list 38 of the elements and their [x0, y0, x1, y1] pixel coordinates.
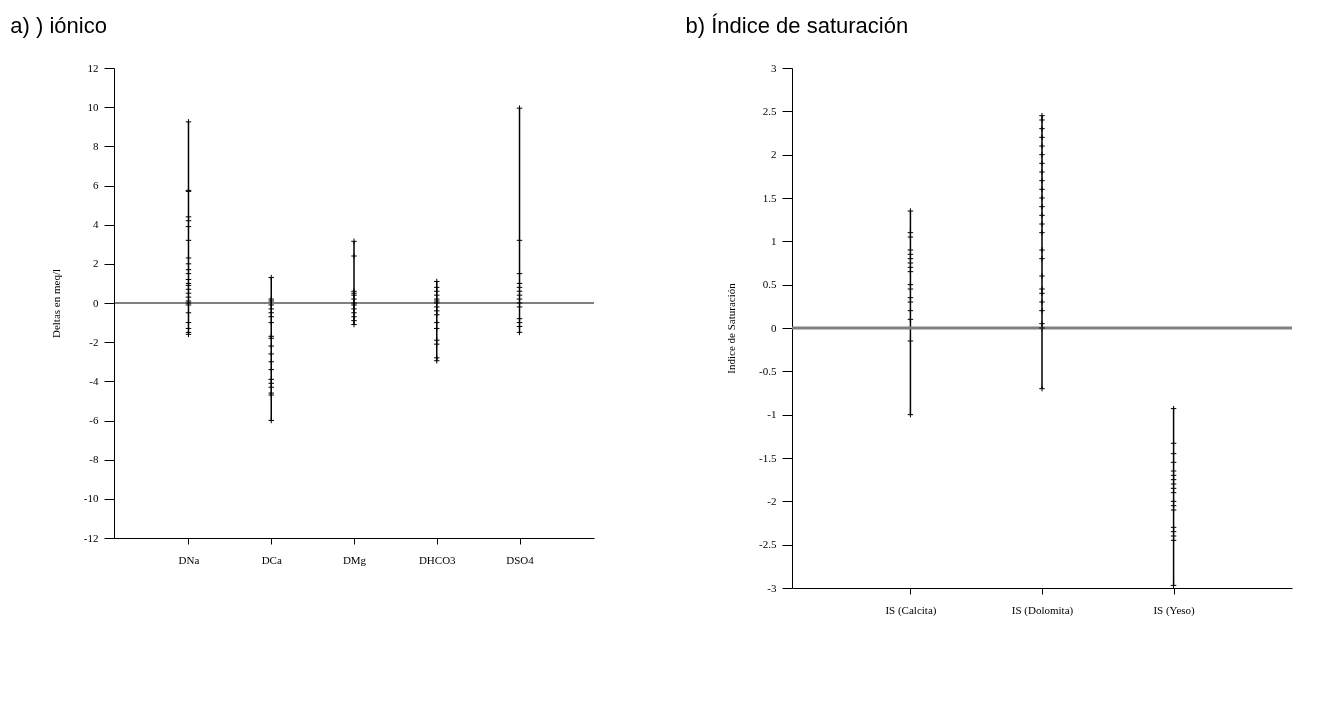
x-tick-label: DHCO3	[418, 553, 457, 566]
y-tick-label: 12	[87, 61, 99, 74]
y-tick-label: 6	[93, 179, 99, 191]
y-tick-label: -2	[767, 494, 777, 507]
y-tick-label: -10	[83, 492, 99, 505]
x-tick-label: IS (Calcita)	[885, 603, 937, 617]
y-tick-label: -0.5	[759, 364, 777, 377]
y-tick-label: -1	[767, 408, 777, 421]
y-tick-label: 0	[93, 296, 99, 309]
x-tick-label: IS (Dolomita)	[1011, 603, 1074, 617]
x-tick-label: DCa	[261, 553, 282, 566]
y-axis-title: Indice de Saturación	[725, 282, 738, 374]
y-tick-label: 8	[93, 139, 99, 152]
y-tick-label: -6	[89, 414, 99, 426]
y-tick-label: 2	[93, 257, 99, 270]
y-tick-label: 4	[93, 218, 99, 231]
y-tick-label: 0	[771, 321, 777, 334]
x-tick-label: DSO4	[506, 553, 535, 566]
chart-title: a) ) iónico	[10, 13, 107, 38]
chart-title: b) Índice de saturación	[685, 13, 909, 38]
y-tick-label: 1	[771, 234, 777, 247]
y-tick-label: -1.5	[759, 451, 777, 464]
x-tick-label: DNa	[178, 553, 200, 566]
y-tick-label: -12	[83, 531, 99, 544]
y-tick-label: -8	[89, 453, 99, 466]
y-tick-label: -2.5	[759, 538, 777, 551]
y-tick-label: 1.5	[762, 191, 777, 204]
y-axis-title: Deltas en meq/l	[49, 268, 62, 339]
y-tick-label: 3	[771, 61, 777, 74]
y-tick-label: -3	[767, 581, 777, 594]
y-tick-label: 10	[87, 100, 99, 113]
y-tick-label: 0.5	[762, 278, 777, 291]
y-tick-label: 2.5	[762, 104, 777, 117]
y-tick-label: -2	[89, 335, 99, 348]
x-tick-label: IS (Yeso)	[1153, 603, 1196, 617]
y-tick-label: -4	[89, 374, 99, 387]
x-tick-label: DMg	[342, 553, 367, 566]
y-tick-label: 2	[771, 148, 777, 161]
